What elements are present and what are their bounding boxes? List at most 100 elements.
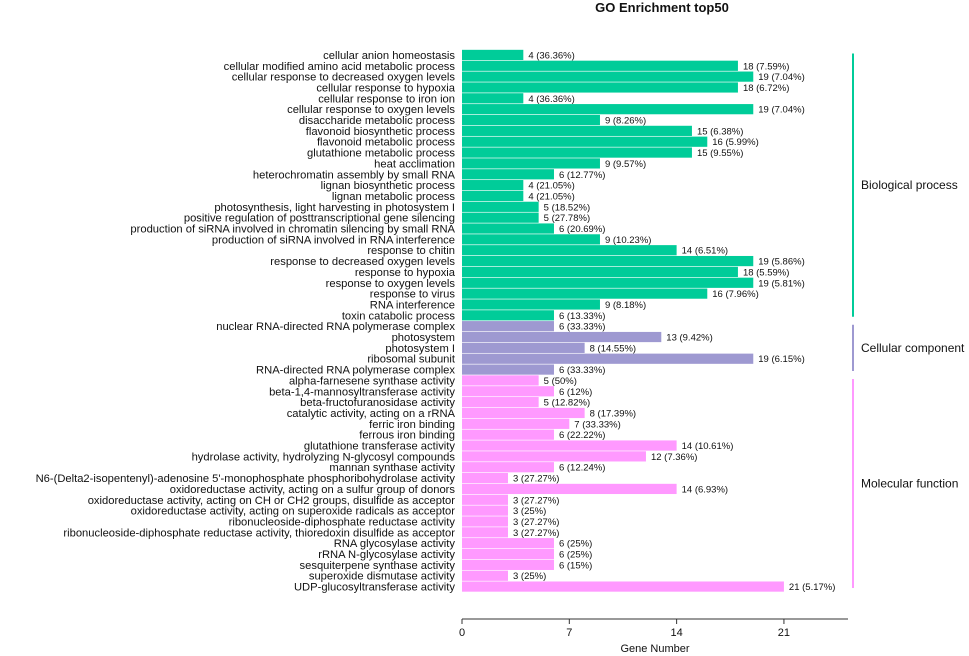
term-label: glutathione metabolic process [307, 148, 455, 160]
data-label: 14 (6.93%) [682, 484, 728, 495]
group-label: Biological process [861, 178, 958, 192]
data-label: 14 (10.61%) [682, 441, 734, 452]
bar [462, 429, 554, 440]
term-label: flavonoid metabolic process [317, 137, 455, 149]
data-label: 16 (5.99%) [712, 137, 758, 148]
bar [462, 516, 508, 527]
data-label: 8 (17.39%) [590, 408, 636, 419]
data-labels-layer: 4 (36.36%)18 (7.59%)19 (7.04%)18 (6.72%)… [513, 50, 835, 593]
data-label: 5 (12.82%) [544, 398, 590, 409]
bar [462, 299, 600, 310]
term-label: alpha-farnesene synthase activity [289, 375, 455, 387]
term-label: disaccharide metabolic process [299, 115, 455, 127]
data-label: 3 (25%) [513, 571, 546, 582]
data-label: 6 (20.69%) [559, 224, 605, 235]
bar [462, 201, 539, 212]
data-label: 19 (5.81%) [758, 278, 804, 289]
term-label: rRNA N-glycosylase activity [318, 549, 455, 561]
data-label: 4 (36.36%) [528, 94, 574, 105]
bar [462, 147, 692, 158]
bar [462, 310, 554, 321]
data-label: 6 (25%) [559, 539, 592, 550]
bar [462, 483, 677, 495]
term-label: response to decreased oxygen levels [270, 256, 455, 268]
group-label: Cellular component [861, 341, 965, 355]
term-label: response to virus [370, 289, 456, 301]
bar [462, 407, 585, 419]
data-label: 19 (7.04%) [758, 105, 804, 116]
bar [462, 321, 554, 332]
term-label: N6-(Delta2-isopentenyl)-adenosine 5'-mon… [36, 473, 456, 485]
data-label: 3 (27.27%) [513, 474, 559, 485]
term-label: sesquiterpene synthase activity [300, 560, 456, 572]
data-label: 5 (18.52%) [544, 202, 590, 213]
data-label: 3 (25%) [513, 506, 546, 517]
bar [462, 559, 554, 570]
data-label: 19 (6.15%) [758, 354, 804, 365]
data-label: 6 (15%) [559, 560, 592, 571]
data-label: 4 (21.05%) [528, 191, 574, 202]
bars-layer [462, 49, 784, 592]
bar [462, 331, 662, 343]
term-label: hydrolase activity, hydrolyzing N-glycos… [192, 451, 456, 463]
bar [462, 234, 600, 245]
bar [462, 223, 554, 234]
data-label: 16 (7.96%) [712, 289, 758, 300]
bar [462, 158, 600, 169]
bar [462, 136, 708, 147]
term-label: RNA-directed RNA polymerase complex [256, 365, 455, 377]
term-label: heterochromatin assembly by small RNA [253, 169, 456, 181]
group-brackets-layer: Biological process Cellular component Mole… [852, 53, 965, 588]
term-label: lignan metabolic process [332, 191, 456, 203]
bar [462, 375, 539, 386]
data-label: 7 (33.33%) [574, 419, 620, 430]
term-label: photosystem [392, 332, 455, 344]
term-label: cellular response to decreased oxygen le… [232, 72, 456, 84]
bar [462, 266, 738, 278]
chart-title: GO Enrichment top50 [595, 0, 729, 15]
x-axis-label: Gene Number [620, 643, 689, 655]
bar [462, 397, 539, 408]
term-label: ribonucleoside-diphosphate reductase act… [63, 527, 455, 539]
data-label: 6 (12.24%) [559, 463, 605, 474]
data-label: 6 (33.33%) [559, 322, 605, 333]
data-label: 8 (14.55%) [590, 343, 636, 354]
data-label: 9 (8.18%) [605, 300, 646, 311]
x-tick-label: 0 [459, 627, 465, 639]
term-label: production of siRNA involved in chromati… [130, 224, 455, 236]
term-label: cellular anion homeostasis [323, 50, 455, 62]
data-label: 12 (7.36%) [651, 452, 697, 463]
data-label: 9 (9.57%) [605, 159, 646, 170]
bar [462, 451, 646, 462]
data-label: 4 (21.05%) [528, 181, 574, 192]
term-label: oxidoreductase activity, acting on CH or… [88, 495, 456, 507]
bar [462, 364, 554, 375]
term-label: superoxide dismutase activity [309, 571, 456, 583]
data-label: 14 (6.51%) [682, 246, 728, 257]
bar [462, 538, 554, 549]
term-label: oxidoreductase activity, acting on a sul… [170, 484, 456, 496]
bar [462, 472, 508, 484]
data-label: 6 (12%) [559, 387, 592, 398]
bar [462, 386, 554, 397]
group-label: Molecular function [861, 477, 958, 491]
bar [462, 418, 570, 429]
term-label: heat acclimation [374, 158, 455, 170]
bar [462, 255, 754, 267]
term-label: cellular response to iron ion [318, 93, 455, 105]
data-label: 13 (9.42%) [666, 333, 712, 344]
data-label: 6 (12.77%) [559, 170, 605, 181]
data-label: 3 (27.27%) [513, 517, 559, 528]
bar [462, 581, 784, 592]
x-tick-label: 21 [778, 627, 790, 639]
data-label: 15 (9.55%) [697, 148, 743, 159]
bar [462, 342, 585, 353]
data-label: 21 (5.17%) [789, 582, 835, 593]
data-label: 9 (10.23%) [605, 235, 651, 246]
term-label: glutathione transferase activity [304, 441, 456, 453]
term-label: cellular modified amino acid metabolic p… [224, 61, 456, 73]
bar [462, 82, 738, 93]
bar [462, 245, 677, 256]
